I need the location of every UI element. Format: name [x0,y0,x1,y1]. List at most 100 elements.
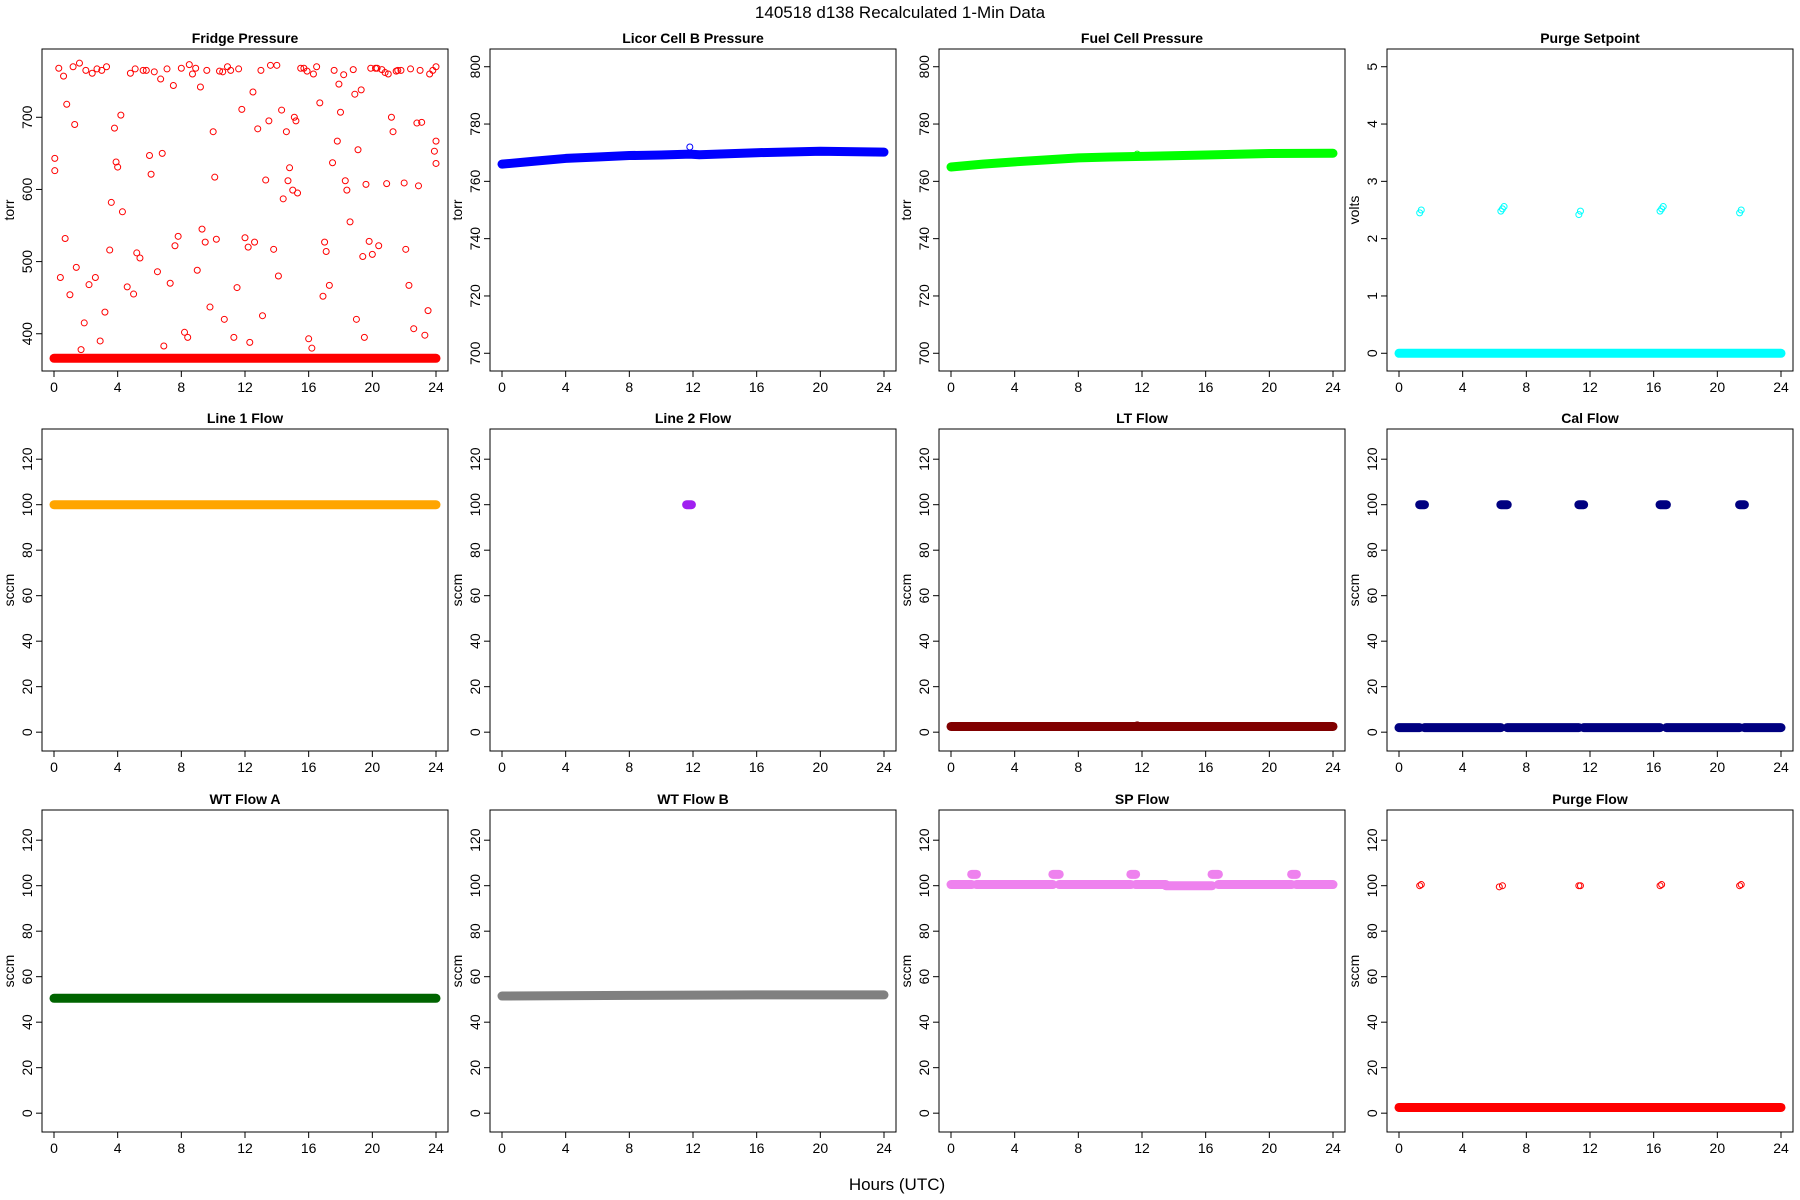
y-tick-label: 80 [1364,923,1380,939]
data-point [349,66,357,74]
data-point [1576,207,1584,215]
data-point [421,331,429,339]
data-point [330,66,338,74]
data-point [123,283,131,291]
x-tick-label: 8 [1522,759,1530,775]
y-axis-label: torr [898,199,914,220]
data-series [946,869,1338,891]
data-point [413,119,421,127]
data-point [429,66,437,74]
x-tick-label: 0 [498,379,506,395]
x-tick-label: 0 [1395,1140,1403,1156]
y-tick-label: 20 [19,1060,35,1076]
data-point [402,245,410,253]
data-point [387,113,395,121]
data-point [150,68,158,76]
data-point [192,64,200,72]
data-point [139,66,147,74]
x-tick-label: 8 [1074,759,1082,775]
x-tick-label: 16 [301,379,317,395]
data-point [77,346,85,354]
data-point [1133,150,1141,158]
y-tick-label: 100 [1364,874,1380,898]
data-point [394,66,402,74]
data-point [212,235,220,243]
data-point [193,266,201,274]
x-tick-label: 4 [562,379,570,395]
x-tick-label: 12 [685,379,701,395]
data-point [282,128,290,136]
x-tick-label: 4 [1011,1140,1019,1156]
data-point [96,337,104,345]
data-point [266,61,274,69]
data-point [209,128,217,136]
x-tick-label: 16 [1646,759,1662,775]
y-tick-label: 80 [467,923,483,939]
data-point [146,152,153,160]
data-point [329,159,337,167]
y-tick-label: 40 [916,633,932,649]
data-point [181,328,189,336]
x-tick-label: 12 [237,759,253,775]
data-point [1659,203,1667,211]
data-point [133,249,141,257]
y-tick-label: 0 [916,728,932,736]
data-point [80,319,88,327]
y-tick-label: 20 [467,1060,483,1076]
x-tick-label: 8 [1522,1140,1530,1156]
data-point [251,238,259,246]
data-point [93,65,101,73]
data-point [166,279,174,287]
y-tick-label: 80 [19,542,35,558]
data-point [177,64,185,72]
data-point [418,118,426,126]
x-tick-label: 16 [1646,1140,1662,1156]
y-tick-label: 4 [1364,120,1380,128]
data-point [414,182,422,190]
data-point [405,281,413,289]
data-point [1656,882,1664,890]
data-point [325,281,333,289]
y-tick-label: 40 [467,1014,483,1030]
plot-frame [489,809,897,1133]
y-tick-label: 60 [1364,588,1380,604]
x-tick-label: 24 [428,379,444,395]
data-point [333,137,341,145]
panel-line-1-flow: Line 1 Flow sccm 0 4 8 12 16 20 24 0 20 40 60 80 100 12… [1,410,449,775]
data-point [244,243,252,251]
y-tick-label: 80 [19,923,35,939]
data-point [273,61,281,69]
data-point [1500,203,1508,211]
x-tick-label: 0 [947,759,955,775]
data-point [219,68,227,76]
x-tick-label: 0 [947,379,955,395]
data-point [106,246,114,254]
data-point [416,66,424,74]
data-point [88,69,96,77]
data-point [61,235,69,243]
y-tick-label: 20 [1364,679,1380,695]
y-tick-label: 40 [916,1014,932,1030]
x-tick-label: 4 [562,1140,570,1156]
data-point [432,137,440,145]
data-point [216,67,224,75]
data-point [60,72,68,80]
x-tick-label: 20 [365,379,381,395]
y-tick-label: 0 [467,728,483,736]
y-tick-label: 100 [19,874,35,898]
data-point [235,65,243,73]
y-tick-label: 60 [467,969,483,985]
y-tick-label: 120 [467,828,483,852]
y-tick-label: 100 [467,874,483,898]
data-series [49,59,441,363]
y-tick-label: 720 [916,284,932,308]
data-series [497,143,889,169]
data-point [131,65,139,73]
y-tick-label: 780 [916,112,932,136]
x-tick-label: 16 [749,379,765,395]
x-tick-label: 12 [685,1140,701,1156]
data-point [360,333,368,341]
y-tick-label: 760 [916,169,932,193]
data-point [72,263,80,271]
x-tick-label: 24 [1325,379,1341,395]
